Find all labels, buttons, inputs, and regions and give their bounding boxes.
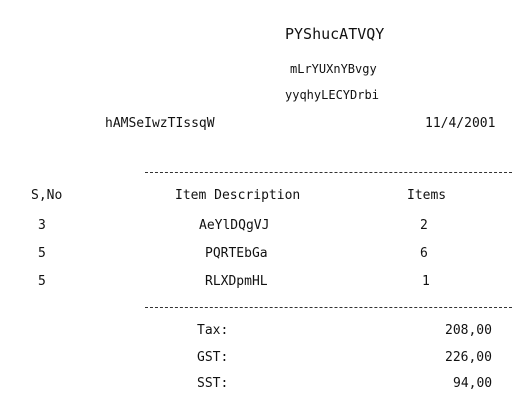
sst-label: SST: — [197, 376, 229, 391]
row-3-qty: 1 — [422, 274, 430, 289]
row-2-sno: 5 — [38, 246, 46, 261]
gst-value: 226,00 — [445, 350, 492, 365]
row-2-description: PQRTEbGa — [205, 246, 268, 261]
header-items: Items — [407, 188, 447, 203]
sst-value: 94,00 — [453, 376, 493, 391]
cashier-id: hAMSeIwzTIssqW — [105, 116, 215, 131]
row-2-qty: 6 — [420, 246, 428, 261]
address-line-1: mLrYUXnYBvgy — [290, 62, 377, 76]
address-line-2: yyqhyLECYDrbi — [285, 88, 379, 102]
header-sno: S,No — [31, 188, 63, 203]
divider-bottom — [145, 307, 512, 308]
tax-value: 208,00 — [445, 323, 492, 338]
store-name: PYShucATVQY — [285, 25, 385, 43]
row-3-sno: 5 — [38, 274, 46, 289]
row-3-description: RLXDpmHL — [205, 274, 268, 289]
header-item-description: Item Description — [175, 188, 301, 203]
receipt-date: 11/4/2001 — [425, 116, 496, 131]
tax-label: Tax: — [197, 323, 229, 338]
gst-label: GST: — [197, 350, 229, 365]
row-1-qty: 2 — [420, 218, 428, 233]
divider-top — [145, 172, 512, 173]
row-1-sno: 3 — [38, 218, 46, 233]
row-1-description: AeYlDQgVJ — [199, 218, 270, 233]
